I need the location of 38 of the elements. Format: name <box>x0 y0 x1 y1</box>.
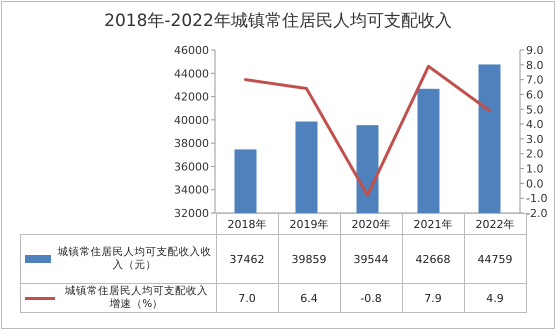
y-tick-label: 34000 <box>174 184 209 197</box>
y2-tick-label: -2.0 <box>526 207 548 220</box>
y-tick-label: 40000 <box>174 114 209 127</box>
legend-label: 城镇常住居民人均可支配收入收入（元） <box>57 246 212 272</box>
data-label: -0.8 <box>340 284 402 312</box>
y2-tick-label: 3.0 <box>526 132 544 146</box>
x-tick-label: 2019年 <box>278 214 340 234</box>
data-label: 7.9 <box>402 284 464 312</box>
y2-tick-label: 5.0 <box>526 103 544 116</box>
y2-tick-label: 6.0 <box>526 88 544 102</box>
data-label: 39859 <box>278 234 340 284</box>
chart-title: 2018年-2022年城镇常住居民人均可支配收入 <box>104 11 452 31</box>
y2-tick-label: -1.0 <box>526 192 548 206</box>
data-label: 39544 <box>340 234 402 284</box>
y2-tick-label: 7.0 <box>526 74 544 87</box>
x-tick-label: 2022年 <box>464 214 526 234</box>
y-tick-label: 36000 <box>174 160 209 174</box>
y-tick-label: 46000 <box>174 44 209 57</box>
data-label: 37462 <box>216 234 278 284</box>
y2-tick-label: 2.0 <box>526 148 544 161</box>
y-tick-label: 38000 <box>174 137 209 150</box>
y-tick-label: 44000 <box>174 67 209 80</box>
y2-tick-label: 4.0 <box>526 118 544 132</box>
y-tick-label: 32000 <box>174 207 209 220</box>
data-label: 7.0 <box>216 284 278 312</box>
data-label: 44759 <box>464 234 526 284</box>
data-label: 6.4 <box>278 284 340 312</box>
y2-tick-label: 9.0 <box>526 44 544 57</box>
x-tick-label: 2021年 <box>402 214 464 234</box>
data-label: 4.9 <box>464 284 526 312</box>
x-tick-label: 2018年 <box>216 214 278 234</box>
y2-tick-label: 8.0 <box>526 58 544 72</box>
x-tick-label: 2020年 <box>340 214 402 234</box>
legend-label: 城镇常住居民人均可支配收入增速（%） <box>64 285 209 311</box>
data-label: 42668 <box>402 234 464 284</box>
y2-tick-label: 1.0 <box>526 162 544 176</box>
y2-tick-label: 0.0 <box>526 177 544 190</box>
y-tick-label: 42000 <box>174 90 209 104</box>
